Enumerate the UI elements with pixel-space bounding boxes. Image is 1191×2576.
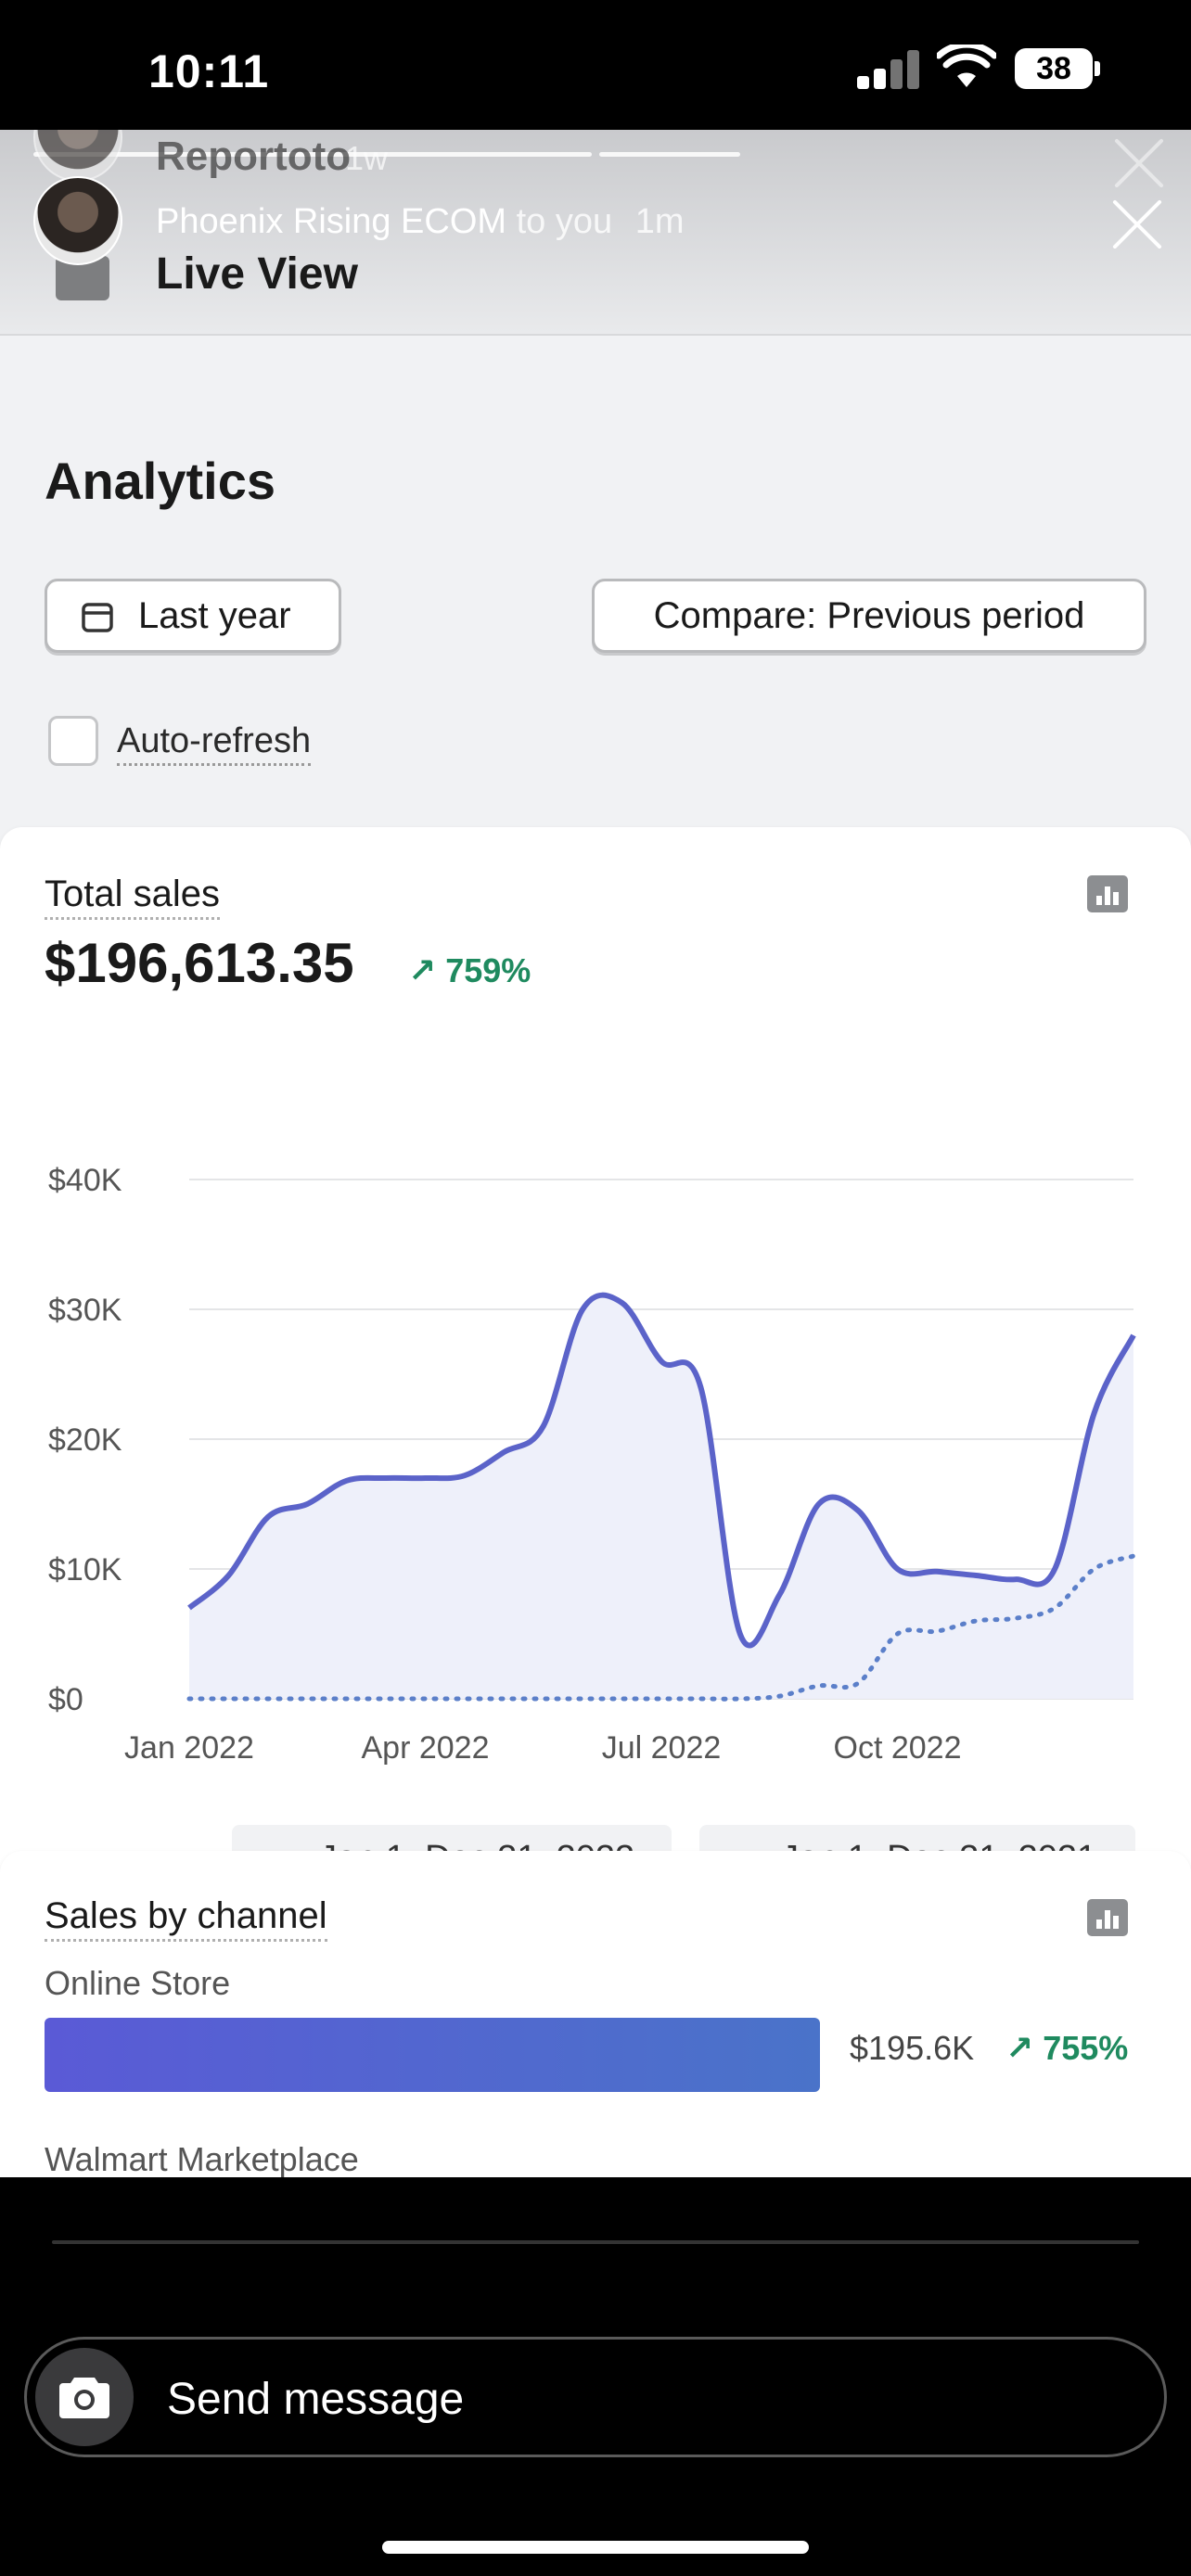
date-range-button[interactable]: Last year: [45, 579, 341, 653]
sales-by-channel-card: Sales by channel Online Store $195.6K ↗ …: [0, 1851, 1191, 2177]
sender-name[interactable]: Phoenix Rising ECOM: [156, 202, 507, 241]
x-tick-label: Oct 2022: [834, 1730, 962, 1766]
sender-time: 1m: [634, 202, 685, 241]
send-message-placeholder: Send message: [167, 2375, 465, 2424]
sales-line-chart: $0 $10K $20K $30K $40K Jan 2022 Apr 2022 Jul 2…: [48, 1163, 1136, 1766]
story-header: Reportoto 1w Phoenix Rising ECOM to you …: [0, 130, 1191, 336]
prev-avatar: [33, 130, 122, 182]
chart-x-labels: Jan 2022 Apr 2022 Jul 2022 Oct 2022: [124, 1730, 961, 1766]
x-tick-label: Jan 2022: [124, 1730, 254, 1766]
date-range-label: Last year: [138, 595, 291, 636]
prev-sender-time: 1w: [345, 139, 389, 177]
home-indicator: [382, 2541, 809, 2554]
y-tick-label: $20K: [48, 1422, 122, 1458]
y-tick-label: $30K: [48, 1293, 122, 1328]
channel-value: $195.6K: [850, 2029, 975, 2067]
sender-suffix: to you: [516, 202, 613, 241]
total-sales-change: ↗ 759%: [408, 951, 531, 990]
channel-bar-online-store: [45, 2018, 820, 2092]
bar-chart-icon[interactable]: [1087, 875, 1128, 912]
wifi-icon: [937, 45, 996, 87]
total-sales-card: Total sales $196,613.35 ↗ 759% $0 $10K $20…: [0, 827, 1191, 1936]
series-2022-line: [187, 1292, 1136, 1649]
page-title: Analytics: [45, 452, 275, 510]
send-message-input[interactable]: [24, 2337, 1167, 2457]
sales-by-channel-title[interactable]: Sales by channel: [45, 1895, 327, 1942]
bar-chart-icon[interactable]: [1087, 1899, 1128, 1936]
sender-line: Phoenix Rising ECOM to you 1m: [156, 202, 685, 242]
y-tick-label: $0: [48, 1682, 83, 1717]
compare-label: Compare: Previous period: [653, 595, 1085, 636]
y-tick-label: $10K: [48, 1552, 122, 1588]
auto-refresh-label[interactable]: Auto-refresh: [117, 721, 312, 766]
story-progress-2: [599, 152, 740, 157]
channel-change: ↗ 755%: [1005, 2029, 1128, 2068]
series-2022-area: [189, 1294, 1133, 1699]
channel-change-value: 755%: [1043, 2029, 1129, 2067]
sender-avatar[interactable]: [33, 176, 122, 265]
divider: [52, 2240, 1139, 2244]
story-title: Live View: [156, 249, 358, 299]
total-sales-title[interactable]: Total sales: [45, 874, 220, 920]
prev-close-icon: [1109, 134, 1169, 193]
cellular-signal-icon: [857, 48, 920, 89]
channel-name: Online Store: [45, 1964, 231, 2002]
x-tick-label: Apr 2022: [362, 1730, 490, 1766]
close-icon[interactable]: [1108, 195, 1167, 254]
total-sales-change-value: 759%: [445, 951, 531, 989]
series-2021-line: [186, 1553, 1136, 1702]
battery-icon: 38: [1015, 48, 1093, 89]
story-progress-1: [33, 152, 592, 157]
auto-refresh-checkbox[interactable]: [48, 716, 98, 766]
story-screen: Reportoto 1w Phoenix Rising ECOM to you …: [0, 130, 1191, 2177]
status-time: 10:11: [148, 45, 270, 97]
calendar-icon: [82, 603, 113, 632]
total-sales-amount: $196,613.35: [45, 932, 354, 994]
y-tick-label: $40K: [48, 1163, 122, 1198]
arrow-up-right-icon: ↗: [1005, 2029, 1034, 2067]
compare-button[interactable]: Compare: Previous period: [592, 579, 1146, 653]
arrow-up-right-icon: ↗: [408, 951, 437, 989]
x-tick-label: Jul 2022: [602, 1730, 722, 1766]
channel-name: Walmart Marketplace: [45, 2140, 359, 2177]
prev-sender-name: Reportoto: [156, 134, 352, 179]
chart-y-labels: $0 $10K $20K $30K $40K: [48, 1163, 122, 1717]
camera-icon: [59, 2378, 109, 2418]
battery-tip: [1095, 61, 1100, 76]
camera-button[interactable]: [35, 2348, 134, 2446]
